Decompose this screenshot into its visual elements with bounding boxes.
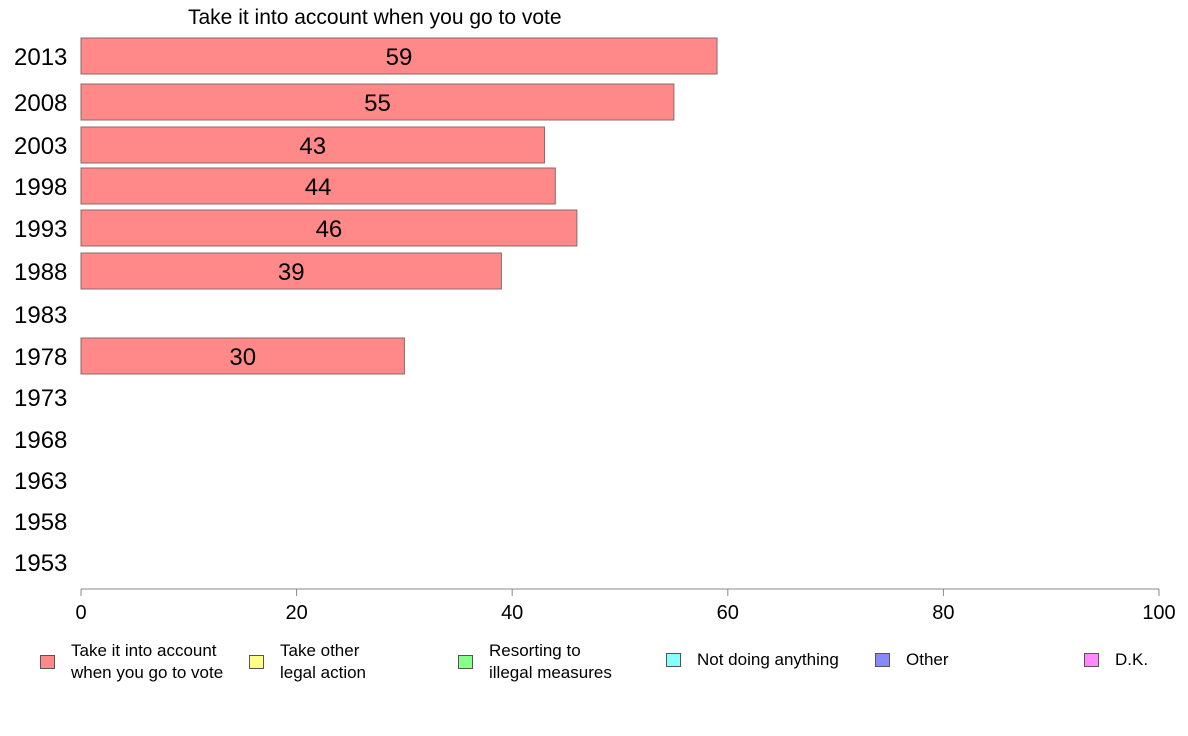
bar-2013: [80, 37, 718, 75]
legend-item: Not doing anything: [666, 649, 839, 671]
legend-swatch: [875, 653, 890, 667]
legend-label: Take other legal action: [280, 641, 367, 682]
legend-label: Not doing anything: [697, 650, 839, 669]
year-label-2008: 2008: [14, 90, 67, 117]
value-label-1998: 44: [305, 174, 332, 201]
year-label-1953: 1953: [14, 550, 67, 577]
legend-item: Take it into account when you go to vote: [40, 640, 223, 684]
bars-group: 59 55 43 44 46 39 30: [80, 37, 718, 375]
bar-2008: [80, 83, 675, 121]
legend-swatch: [249, 655, 264, 669]
value-label-2003: 43: [299, 133, 326, 160]
year-label-1983: 1983: [14, 302, 67, 329]
legend-label: Take it into account when you go to vote: [71, 641, 224, 682]
bar-1988: [80, 252, 502, 290]
year-label-1973: 1973: [14, 385, 67, 412]
year-label-1993: 1993: [14, 216, 67, 243]
year-label-1988: 1988: [14, 259, 67, 286]
year-label-2003: 2003: [14, 133, 67, 160]
year-labels-group: 2013 2008 2003 1998 1993 1988 1983 1978 1973 1968…: [14, 44, 67, 577]
legend-label: D.K.: [1115, 650, 1149, 669]
bar-2003: [80, 126, 546, 164]
x-tick-label-80: 80: [932, 602, 954, 624]
legend: Take it into account when you go to vote…: [0, 640, 1188, 690]
year-label-1968: 1968: [14, 427, 67, 454]
bar-1998: [80, 167, 556, 205]
chart-title: Take it into account when you go to vote: [188, 6, 562, 29]
legend-swatch: [458, 655, 473, 669]
x-axis: 0 20 40 60 80 100: [75, 588, 1176, 624]
legend-item: Take other legal action: [249, 640, 366, 684]
x-tick-label-60: 60: [717, 602, 739, 624]
x-tick-label-0: 0: [75, 602, 86, 624]
legend-swatch: [40, 655, 55, 669]
x-tick-label-20: 20: [285, 602, 307, 624]
value-label-2008: 55: [364, 90, 391, 117]
value-label-1988: 39: [278, 259, 305, 286]
year-label-1963: 1963: [14, 468, 67, 495]
legend-swatch: [666, 653, 681, 667]
bar-1993: [80, 209, 578, 247]
year-label-1958: 1958: [14, 509, 67, 536]
bar-1978: [80, 337, 405, 375]
year-label-2013: 2013: [14, 44, 67, 71]
legend-label: Other: [906, 650, 949, 669]
value-label-2013: 59: [386, 44, 413, 71]
legend-item: Other: [875, 649, 949, 671]
x-tick-label-100: 100: [1142, 602, 1175, 624]
bar-chart: 59 55 43 44 46 39 30 2013 2008 2003 1998 1993 1988 1…: [14, 37, 1176, 624]
legend-swatch: [1084, 653, 1099, 667]
legend-item: D.K.: [1084, 649, 1148, 671]
legend-label: Resorting to illegal measures: [489, 641, 612, 682]
value-label-1993: 46: [316, 216, 343, 243]
year-label-1978: 1978: [14, 344, 67, 371]
year-label-1998: 1998: [14, 174, 67, 201]
x-tick-label-40: 40: [501, 602, 523, 624]
value-label-1978: 30: [229, 344, 256, 371]
legend-item: Resorting to illegal measures: [458, 640, 612, 684]
